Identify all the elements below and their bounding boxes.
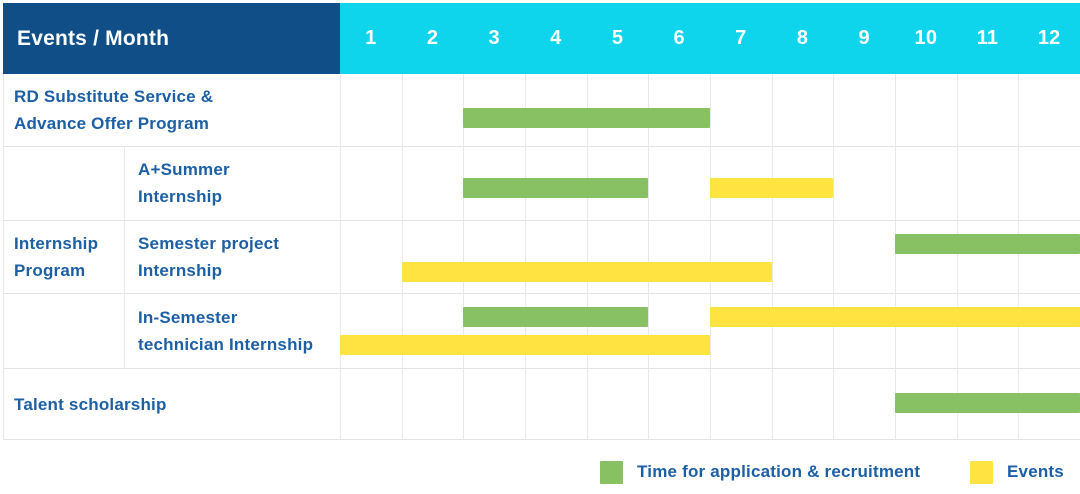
row-label-line: Semester project <box>138 233 280 253</box>
row-label-line: Internship <box>138 187 223 206</box>
row-divider <box>3 146 1080 147</box>
legend-item-event: Events <box>970 458 1064 486</box>
row-label-line: A+Summer <box>138 160 230 179</box>
row-divider <box>3 368 1080 369</box>
month-column-divider <box>710 74 711 440</box>
bar-a-plus-summer-internship-event-m7-8 <box>710 178 834 198</box>
row-label-talent-scholarship: Talent scholarship <box>3 368 340 440</box>
row-divider <box>3 220 1080 221</box>
bar-semester-project-internship-event-m2-7 <box>401 262 772 282</box>
row-label-semester-project-internship: Semester project Internship <box>124 220 340 293</box>
row-label-line: Advance Offer Program <box>14 114 210 133</box>
bar-semester-project-internship-application-m10-12 <box>895 234 1080 254</box>
corner-title: Events / Month <box>17 26 170 50</box>
bar-a-plus-summer-internship-application-m3-5 <box>463 178 649 198</box>
legend-item-application: Time for application & recruitment <box>600 458 920 486</box>
month-column-divider <box>586 74 588 440</box>
month-header-3: 3 <box>488 27 500 49</box>
row-label-in-semester-technician-internship: In-Semester technician Internship <box>124 293 340 368</box>
row-label-line: Internship <box>138 260 223 280</box>
month-column-divider <box>833 74 835 440</box>
month-column-divider <box>956 74 958 440</box>
sublabel-column-divider <box>124 146 125 368</box>
month-header-1: 1 <box>365 27 377 49</box>
month-column-divider <box>1018 74 1020 440</box>
month-header-6: 6 <box>673 27 685 49</box>
bar-in-semester-technician-internship-event-m1-6 <box>340 335 710 355</box>
legend-swatch-application <box>600 460 623 484</box>
month-header-10: 10 <box>914 27 938 49</box>
table-left-border <box>3 74 4 440</box>
row-label-line: RD Substitute Service & <box>14 87 214 106</box>
legend-label-event: Events <box>1007 462 1064 481</box>
table-corner-header: Events / Month <box>3 3 340 74</box>
legend-label-application: Time for application & recruitment <box>637 462 921 481</box>
row-label-rd-substitute-service: RD Substitute Service & Advance Offer Pro… <box>3 74 340 146</box>
legend: Time for application & recruitment Events <box>0 458 1080 488</box>
month-header-4: 4 <box>550 27 562 49</box>
month-header-9: 9 <box>858 27 870 49</box>
bar-in-semester-technician-internship-application-m3-5 <box>463 307 649 327</box>
month-header-2: 2 <box>426 27 439 49</box>
row-label-line: technician Internship <box>138 334 314 354</box>
month-column-divider <box>463 74 465 440</box>
month-column-divider <box>771 74 773 440</box>
row-label-line: Talent scholarship <box>14 394 167 414</box>
month-column-divider <box>648 74 650 440</box>
bar-in-semester-technician-internship-event-m7-12 <box>710 307 1080 327</box>
row-label-line: In-Semester <box>138 307 238 327</box>
month-header-11: 11 <box>976 27 999 49</box>
table-bottom-border <box>3 439 1080 440</box>
month-header-7: 7 <box>735 27 747 49</box>
row-divider <box>3 293 1080 294</box>
events-month-table: Events / Month 1 2 3 4 5 6 7 8 9 10 11 12 Internshi… <box>3 3 1080 440</box>
row-label-a-plus-summer-internship: A+Summer Internship <box>124 146 340 220</box>
month-column-divider <box>340 74 341 440</box>
month-header-12: 12 <box>1037 27 1061 49</box>
bar-talent-scholarship-application-m10-12 <box>895 393 1080 413</box>
month-header-5: 5 <box>611 27 624 49</box>
group-label-line: Internship <box>14 234 99 253</box>
group-label-internship-program: Internship Program <box>3 146 124 368</box>
month-column-divider <box>525 74 526 440</box>
bar-rd-substitute-service-application-m3-6 <box>463 108 710 128</box>
month-column-divider <box>401 74 403 440</box>
group-label-line: Program <box>14 261 86 280</box>
legend-swatch-event <box>970 460 993 484</box>
months-header-row: 1 2 3 4 5 6 7 8 9 10 11 12 <box>340 3 1080 74</box>
month-column-divider <box>895 74 896 440</box>
month-header-8: 8 <box>796 27 809 49</box>
